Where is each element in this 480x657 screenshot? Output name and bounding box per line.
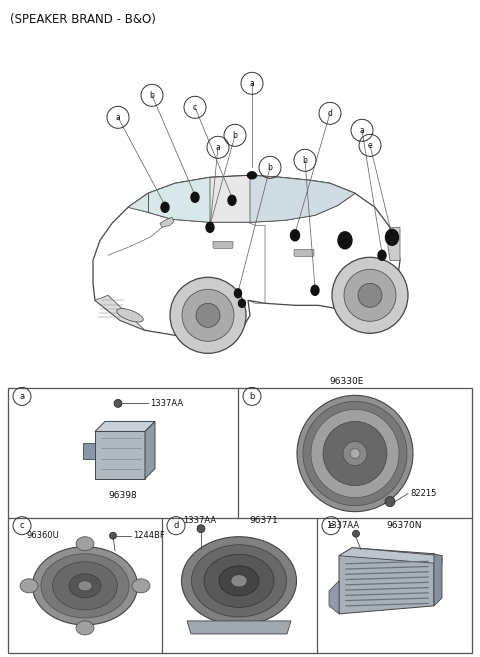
Text: a: a <box>19 392 24 401</box>
Ellipse shape <box>311 285 319 295</box>
Polygon shape <box>329 581 339 614</box>
Circle shape <box>196 304 220 327</box>
Ellipse shape <box>338 232 352 249</box>
Text: b: b <box>267 163 273 172</box>
Circle shape <box>109 532 117 539</box>
Text: a: a <box>360 125 364 135</box>
Circle shape <box>311 409 399 497</box>
Polygon shape <box>250 175 355 222</box>
Text: (SPEAKER BRAND - B&O): (SPEAKER BRAND - B&O) <box>10 12 156 26</box>
Circle shape <box>344 269 396 321</box>
Ellipse shape <box>192 545 287 617</box>
Ellipse shape <box>76 621 94 635</box>
Ellipse shape <box>231 575 247 587</box>
Ellipse shape <box>33 547 137 625</box>
Text: 1337AA: 1337AA <box>326 521 359 530</box>
Text: e: e <box>328 521 334 530</box>
Ellipse shape <box>181 537 297 625</box>
Text: c: c <box>20 521 24 530</box>
Ellipse shape <box>69 574 101 598</box>
Ellipse shape <box>206 222 214 233</box>
Text: a: a <box>116 113 120 122</box>
Ellipse shape <box>78 581 92 591</box>
Text: b: b <box>150 91 155 100</box>
Text: 1244BF: 1244BF <box>133 532 165 540</box>
Ellipse shape <box>204 555 274 607</box>
Text: 1337AA: 1337AA <box>183 516 216 525</box>
Ellipse shape <box>378 250 386 260</box>
Polygon shape <box>95 421 155 432</box>
Ellipse shape <box>117 309 143 322</box>
Polygon shape <box>187 621 291 634</box>
Text: a: a <box>250 79 254 88</box>
Ellipse shape <box>248 172 256 179</box>
Text: d: d <box>173 521 179 530</box>
Ellipse shape <box>41 554 129 618</box>
Ellipse shape <box>52 562 118 610</box>
Ellipse shape <box>191 193 199 202</box>
Polygon shape <box>83 443 95 459</box>
Polygon shape <box>95 295 145 330</box>
Circle shape <box>197 525 205 533</box>
Text: b: b <box>302 156 307 165</box>
Ellipse shape <box>235 289 241 298</box>
Text: 96360U: 96360U <box>26 532 60 540</box>
Circle shape <box>350 449 360 459</box>
Circle shape <box>352 530 360 537</box>
Circle shape <box>182 289 234 342</box>
Circle shape <box>323 421 387 486</box>
Text: d: d <box>327 109 333 118</box>
Text: e: e <box>368 141 372 150</box>
Ellipse shape <box>290 230 300 241</box>
Ellipse shape <box>76 537 94 551</box>
Circle shape <box>303 401 407 506</box>
Polygon shape <box>160 217 174 227</box>
Text: c: c <box>193 102 197 112</box>
Circle shape <box>343 442 367 466</box>
Ellipse shape <box>219 566 259 596</box>
Circle shape <box>358 283 382 307</box>
Polygon shape <box>145 421 155 478</box>
Ellipse shape <box>161 202 169 212</box>
Text: 82215: 82215 <box>410 489 436 498</box>
Polygon shape <box>339 548 434 614</box>
Text: b: b <box>249 392 255 401</box>
FancyBboxPatch shape <box>213 241 233 248</box>
Ellipse shape <box>239 300 245 307</box>
FancyBboxPatch shape <box>294 249 314 256</box>
Text: b: b <box>233 131 238 140</box>
Circle shape <box>297 396 413 512</box>
Circle shape <box>385 497 395 507</box>
Ellipse shape <box>228 195 236 206</box>
Polygon shape <box>128 177 210 222</box>
Circle shape <box>170 277 246 353</box>
Polygon shape <box>434 554 442 606</box>
Ellipse shape <box>20 579 38 593</box>
Text: 96398: 96398 <box>108 491 137 500</box>
Ellipse shape <box>132 579 150 593</box>
Text: a: a <box>216 143 220 152</box>
Ellipse shape <box>385 229 398 245</box>
Text: 96371: 96371 <box>249 516 278 525</box>
Polygon shape <box>95 432 145 478</box>
Text: 96330E: 96330E <box>330 377 364 386</box>
Polygon shape <box>128 175 355 222</box>
Polygon shape <box>339 548 442 564</box>
Circle shape <box>332 258 408 333</box>
Circle shape <box>114 399 122 407</box>
Text: 1337AA: 1337AA <box>150 399 183 408</box>
Text: 96370N: 96370N <box>386 521 421 530</box>
Polygon shape <box>388 227 400 260</box>
